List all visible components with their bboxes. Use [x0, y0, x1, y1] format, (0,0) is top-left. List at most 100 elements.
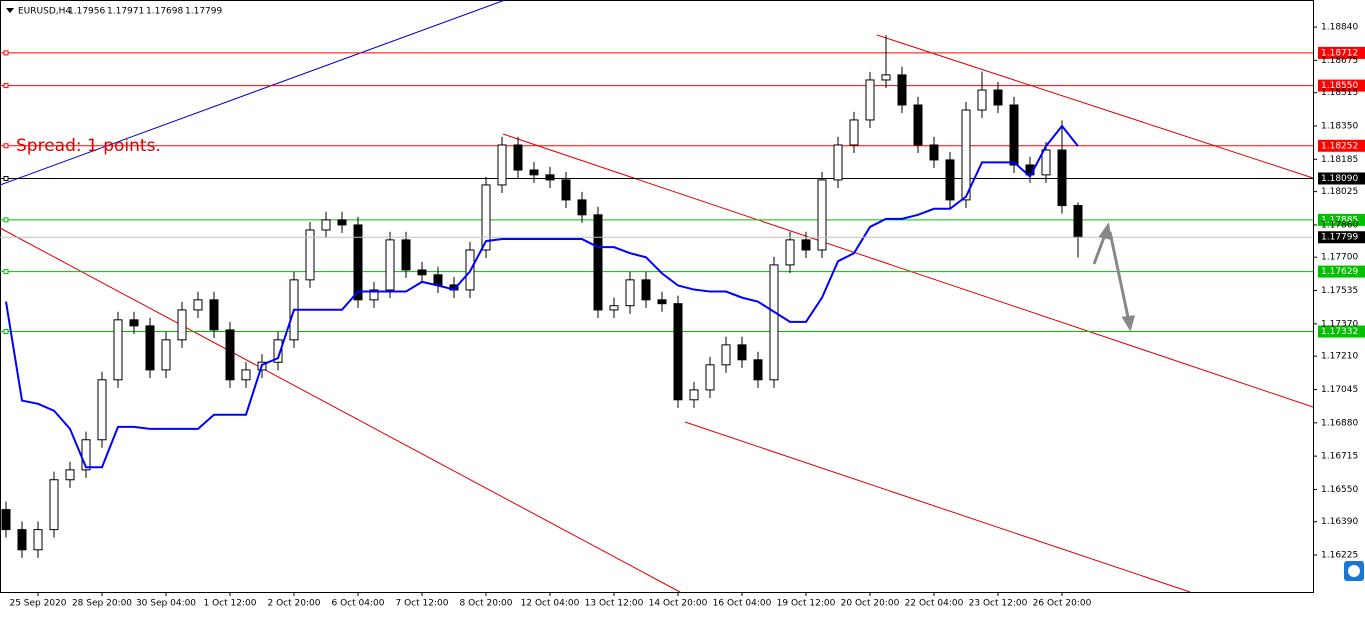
candle-body: [65, 469, 75, 481]
candle-body: [673, 303, 683, 401]
candle-body: [977, 89, 987, 111]
candle-body: [353, 224, 363, 301]
level-label: 1.18712: [1321, 48, 1358, 58]
x-tick-label: 25 Sep 2020: [9, 599, 66, 609]
menu-arrow: [6, 8, 14, 13]
candle-body: [577, 199, 587, 216]
candle-body: [849, 119, 859, 146]
candle-body: [481, 184, 491, 251]
header-open: 1.17956: [68, 7, 105, 17]
candle-body: [417, 269, 427, 276]
level-label-box: [1318, 213, 1365, 226]
candle-body: [897, 74, 907, 106]
x-tick-label: 22 Oct 04:00: [905, 599, 964, 609]
candle-body: [1057, 149, 1067, 207]
trend-lines: [0, 0, 1314, 593]
candle-body: [129, 319, 139, 327]
x-tick-label: 16 Oct 04:00: [713, 599, 772, 609]
level-handle: [3, 50, 9, 56]
candle-body: [945, 159, 955, 201]
level-handle: [3, 329, 9, 335]
candle-body: [609, 305, 619, 311]
level-handle: [3, 143, 9, 149]
level-label-box: [1318, 325, 1365, 338]
y-tick-label: 1.16880: [1321, 418, 1358, 428]
candle-body: [17, 529, 27, 551]
x-tick-label: 6 Oct 04:00: [332, 599, 385, 609]
level-handle: [3, 269, 9, 275]
level-label-box: [1318, 265, 1365, 278]
candle-body: [801, 239, 811, 251]
candle-body: [785, 239, 795, 266]
candle-body: [385, 239, 395, 291]
level-label-box: [1318, 46, 1365, 59]
candle-body: [657, 299, 667, 305]
y-tick-label: 1.18840: [1321, 23, 1358, 33]
trend-line: [502, 133, 1314, 408]
candle-body: [225, 329, 235, 381]
candle-body: [993, 89, 1003, 106]
x-tick-label: 2 Oct 20:00: [268, 599, 321, 609]
level-label: 1.18550: [1321, 81, 1358, 91]
y-tick-label: 1.16390: [1321, 517, 1358, 527]
level-label-box: [1318, 139, 1365, 152]
candle-body: [721, 344, 731, 366]
y-tick-label: 1.16225: [1321, 551, 1358, 561]
x-tick-label: 8 Oct 20:00: [460, 599, 513, 609]
candle-body: [769, 264, 779, 381]
candle-body: [81, 439, 91, 471]
y-tick-label: 1.16715: [1321, 452, 1358, 462]
candle-body: [513, 144, 523, 171]
candle-body: [865, 79, 875, 121]
plot-frame: [0, 0, 1314, 593]
header-low: 1.17698: [146, 7, 183, 17]
x-tick-label: 30 Sep 04:00: [136, 599, 196, 609]
candle-body: [177, 309, 187, 341]
candle-body: [1073, 205, 1083, 238]
trend-line: [0, 0, 506, 186]
y-tick-label: 1.18025: [1321, 187, 1358, 197]
x-tick-label: 19 Oct 12:00: [777, 599, 836, 609]
y-tick-label: 1.18185: [1321, 155, 1358, 165]
candle-body: [833, 144, 843, 181]
trend-line: [876, 34, 1314, 179]
y-tick-label: 1.17210: [1321, 352, 1358, 362]
arrow: [1108, 231, 1131, 323]
candle-body: [161, 339, 171, 371]
spread-annotation: Spread: 1 points.: [16, 136, 161, 156]
header-close: 1.17799: [185, 7, 222, 17]
candle-body: [33, 529, 43, 551]
level-label: 1.17885: [1321, 215, 1358, 225]
level-label-box: [1318, 79, 1365, 92]
y-tick-label: 1.17535: [1321, 286, 1358, 296]
candle-body: [625, 279, 635, 307]
candle-body: [913, 104, 923, 146]
candle-body: [561, 179, 571, 201]
candle-body: [193, 299, 203, 311]
header-high: 1.17971: [107, 7, 144, 17]
y-tick-label: 1.18350: [1321, 121, 1358, 131]
levels: 1.18712 1.18550 1.18252 1.18090 1.17885 1.176…: [0, 46, 1365, 338]
candle-body: [113, 319, 123, 381]
candle-body: [369, 289, 379, 301]
candles: 1.17799: [0, 35, 1365, 558]
x-tick-label: 12 Oct 04:00: [521, 599, 580, 609]
app-icon-inner: [1348, 565, 1360, 577]
candle-body: [593, 214, 603, 311]
candle-body: [321, 219, 331, 231]
level-handle: [3, 217, 9, 223]
candle-body: [737, 344, 747, 361]
x-tick-label: 1 Oct 12:00: [204, 599, 257, 609]
symbol-title: EURUSD,H4: [18, 7, 71, 17]
candle-body: [1009, 104, 1019, 166]
candle-body: [817, 179, 827, 251]
arrows: [1092, 222, 1136, 332]
candle-body: [753, 359, 763, 381]
candle-body: [433, 274, 443, 286]
candle-body: [705, 364, 715, 391]
candle-body: [929, 144, 939, 161]
y-tick-label: 1.17045: [1321, 385, 1358, 395]
current-price-label: 1.17799: [1321, 233, 1358, 243]
candle-body: [401, 239, 411, 271]
